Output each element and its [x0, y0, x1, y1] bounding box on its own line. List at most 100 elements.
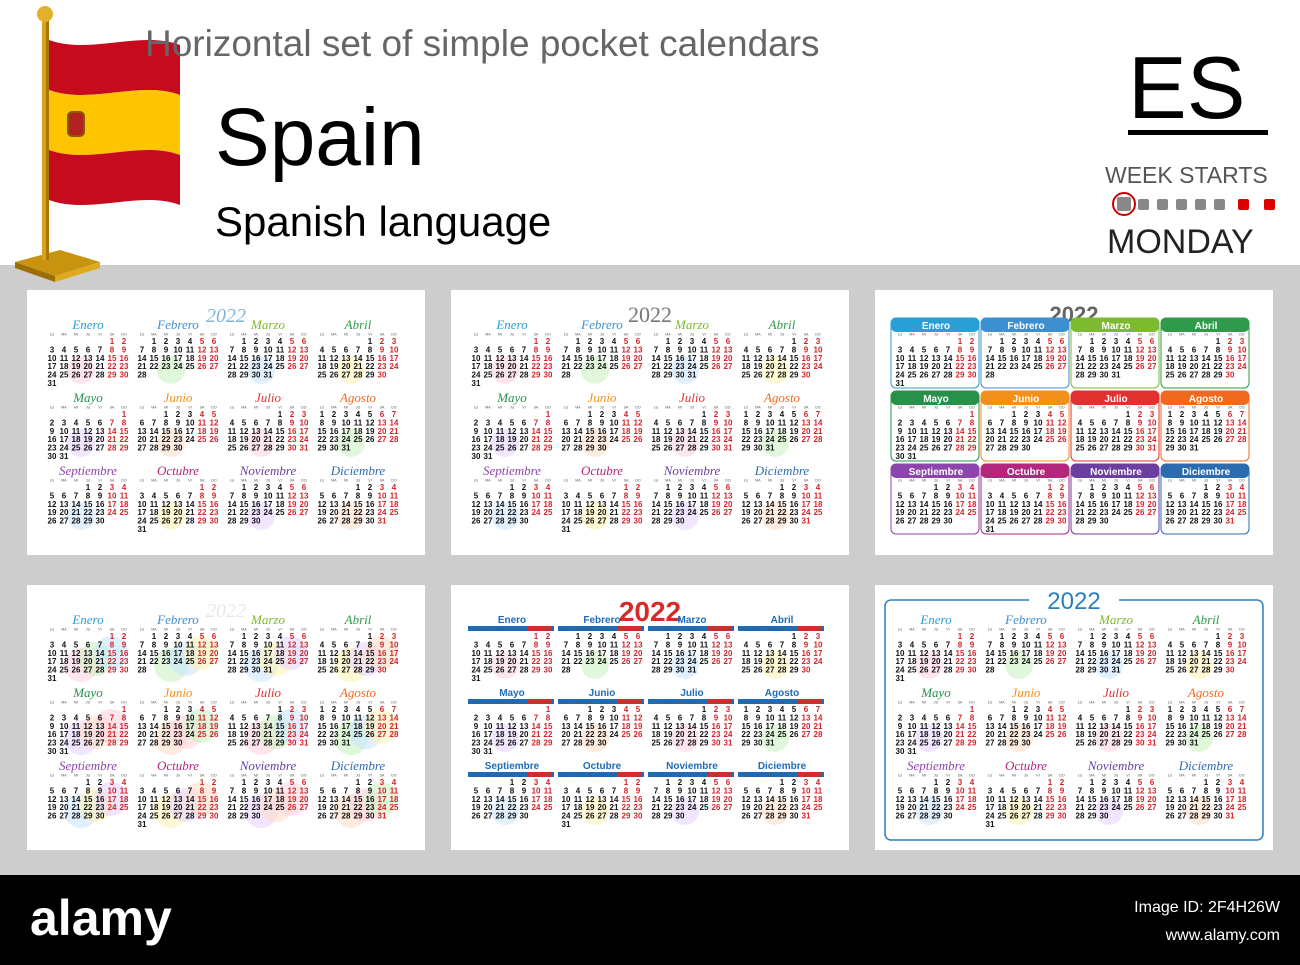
day: 16: [1022, 722, 1031, 731]
day: 23: [1226, 362, 1235, 371]
day: 3: [690, 632, 695, 641]
day: 13: [724, 345, 733, 354]
day: 14: [1076, 649, 1085, 658]
month-name: Agosto: [763, 390, 801, 405]
day: 21: [652, 657, 661, 666]
day: 14: [342, 795, 351, 804]
header-title: Horizontal set of simple pocket calendar…: [145, 23, 820, 64]
month-name: Abril: [768, 317, 796, 332]
weekday: MI: [1102, 333, 1106, 337]
weekday: VI: [188, 333, 191, 337]
day: 25: [1124, 362, 1133, 371]
day: 19: [1046, 649, 1055, 658]
day: 6: [564, 418, 569, 427]
day: 28: [354, 666, 363, 675]
day: 17: [138, 803, 147, 812]
day: 12: [742, 500, 751, 509]
month-name: Octubre: [157, 463, 199, 478]
weekday: JU: [510, 406, 515, 410]
day: 30: [896, 452, 905, 461]
day: 6: [510, 345, 515, 354]
weekday: JU: [1024, 774, 1029, 778]
day: 12: [586, 795, 595, 804]
day: 19: [198, 354, 207, 363]
weekday: JU: [600, 406, 605, 410]
day: 6: [302, 337, 307, 346]
weekday: LU: [140, 701, 145, 705]
day: 13: [1148, 345, 1157, 354]
day: 7: [564, 640, 569, 649]
weekday: MI: [1012, 628, 1016, 632]
day: 15: [366, 354, 375, 363]
day: 18: [186, 649, 195, 658]
day: 13: [1190, 649, 1199, 658]
day: 29: [956, 371, 965, 380]
weekday: MA: [1089, 774, 1095, 778]
day: 20: [484, 508, 493, 517]
day: 27: [300, 803, 309, 812]
day: 8: [792, 345, 797, 354]
day: 14: [228, 354, 237, 363]
day: 8: [744, 418, 749, 427]
day: 19: [1178, 362, 1187, 371]
month-name: Marzo: [1098, 612, 1133, 627]
day: 26: [240, 444, 249, 453]
day: 30: [1214, 517, 1223, 526]
day: 30: [330, 444, 339, 453]
day: 26: [162, 812, 171, 821]
weekday: LU: [654, 628, 659, 632]
pastel-blob: [67, 429, 95, 457]
day: 19: [48, 803, 57, 812]
day: 4: [486, 640, 491, 649]
day: 11: [1124, 640, 1133, 649]
day: 3: [302, 705, 307, 714]
day: 14: [72, 795, 81, 804]
day: 13: [1226, 418, 1235, 427]
day: 26: [712, 657, 721, 666]
day: 2: [546, 337, 551, 346]
day: 12: [84, 427, 93, 436]
day: 6: [756, 786, 761, 795]
day: 22: [108, 657, 117, 666]
day: 14: [1076, 795, 1085, 804]
day: 31: [378, 517, 387, 526]
day: 24: [896, 371, 905, 380]
day: 20: [174, 508, 183, 517]
day: 22: [998, 362, 1007, 371]
day: 19: [586, 508, 595, 517]
day: 9: [522, 491, 527, 500]
weekday: SA: [958, 628, 963, 632]
weekday: SA: [958, 406, 963, 410]
day: 24: [724, 730, 733, 739]
weekday: LU: [1078, 774, 1083, 778]
pastel-blob: [915, 651, 943, 679]
day: 6: [212, 632, 217, 641]
day: 5: [898, 786, 903, 795]
day: 30: [676, 517, 685, 526]
pastel-blob: [157, 356, 185, 384]
day: 25: [968, 803, 977, 812]
day: 8: [242, 491, 247, 500]
pastel-blob: [491, 797, 519, 825]
day: 9: [1102, 640, 1107, 649]
day: 17: [264, 649, 273, 658]
day: 13: [562, 427, 571, 436]
day: 10: [802, 786, 811, 795]
day: 22: [198, 508, 207, 517]
weekday: DO: [211, 479, 217, 483]
weekday: SA: [714, 406, 719, 410]
month-name: Enero: [495, 317, 528, 332]
month-name: Octubre: [583, 761, 622, 772]
day: 6: [726, 632, 731, 641]
weekday: LU: [1168, 701, 1173, 705]
day: 11: [354, 713, 363, 722]
day: 30: [48, 747, 57, 756]
day: 19: [754, 657, 763, 666]
day: 11: [1124, 491, 1133, 500]
day: 29: [1124, 739, 1133, 748]
weekday: SA: [1048, 479, 1053, 483]
